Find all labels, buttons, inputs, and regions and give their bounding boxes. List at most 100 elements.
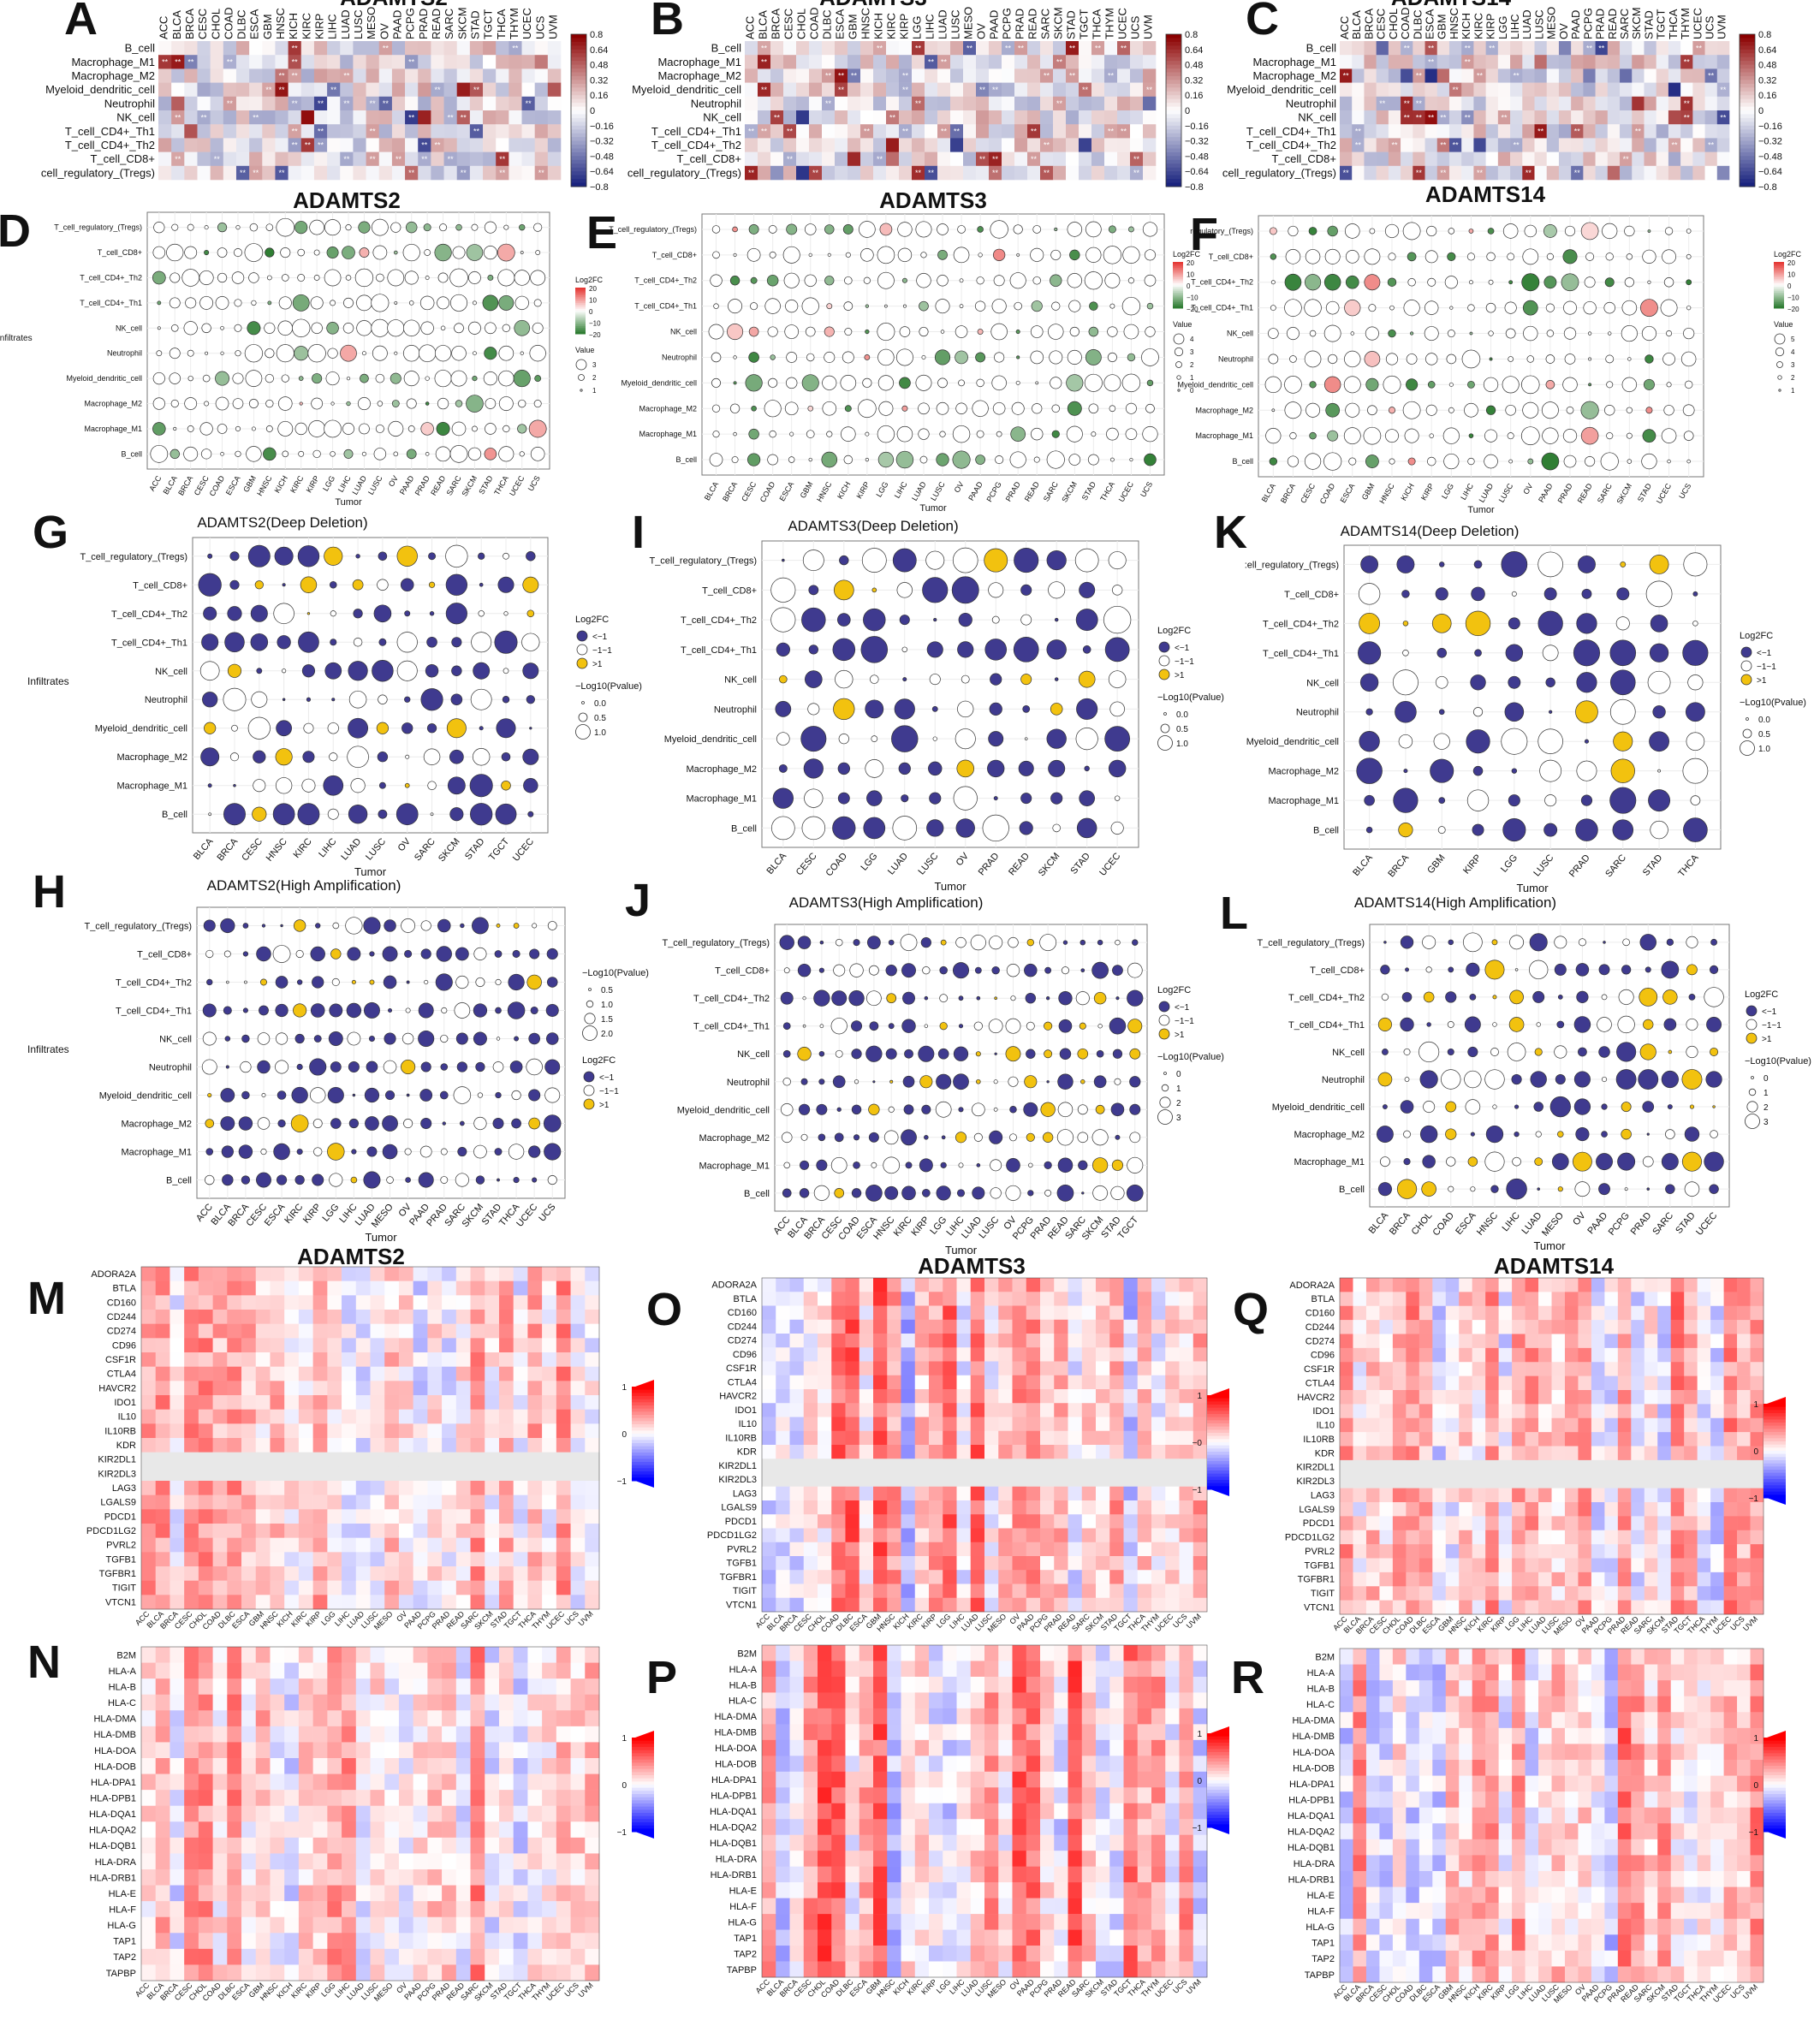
bubble: [1486, 406, 1496, 415]
heat-cell: [1547, 68, 1560, 83]
heat-cell: [1352, 110, 1365, 125]
bubble: [954, 1047, 968, 1061]
heat-cell: [141, 1509, 156, 1524]
bubble: [503, 553, 509, 559]
bubble: [312, 1174, 324, 1185]
heat-cell: [314, 83, 327, 98]
heat-cell: [199, 1352, 213, 1367]
heat-cell: [1040, 1375, 1055, 1390]
heat-cell: [556, 1495, 571, 1510]
bubble: [1378, 1072, 1392, 1086]
heat-cell: [1535, 166, 1548, 181]
bubble: [859, 221, 875, 237]
x-tick-label: OV: [1521, 482, 1534, 496]
heat-cell: [1559, 97, 1572, 111]
heat-cell: [1138, 1278, 1152, 1292]
heat-cell: [1053, 152, 1066, 167]
bubble: [182, 270, 199, 287]
heat-cell: [745, 110, 758, 125]
legend-size-bubble: [1164, 1072, 1167, 1075]
legend-gradient-segment: [575, 332, 586, 335]
heat-cell: [199, 1566, 213, 1581]
heat-cell: [392, 55, 405, 69]
bubble: [985, 639, 1007, 660]
colorbar-segment: [571, 118, 586, 122]
bubble: [435, 370, 451, 386]
bubble: [1310, 330, 1316, 336]
legend-tick: 0.0: [594, 699, 606, 709]
bubble: [248, 545, 270, 567]
heat-cell: [1389, 68, 1401, 83]
heat-cell: [1096, 1306, 1110, 1321]
y-tick-label: T_cell_CD8+: [702, 585, 757, 596]
bubble: [478, 1093, 483, 1098]
heat-cell: [485, 1552, 499, 1566]
bubble: [1643, 430, 1656, 443]
bubble: [185, 397, 197, 409]
bubble: [473, 352, 476, 355]
heat-cell: [1138, 1375, 1152, 1390]
heat-cell: [384, 1509, 399, 1524]
heat-cell: [158, 110, 171, 125]
heat-cell: [241, 1381, 256, 1395]
bubble: [1063, 941, 1068, 945]
heat-cell: [211, 41, 223, 56]
heat-cell: [413, 1509, 428, 1524]
bubble: [990, 221, 1008, 239]
bubble: [233, 399, 243, 409]
heat-cell: [499, 1453, 514, 1467]
significance-mark: **: [979, 86, 986, 94]
heat-cell: [976, 110, 989, 125]
heat-cell: [384, 1395, 399, 1410]
heat-cell: [796, 41, 809, 56]
bubble: [1646, 407, 1652, 413]
bubble: [749, 327, 758, 336]
bubble: [1546, 678, 1555, 687]
bubble: [518, 425, 526, 433]
bubble: [302, 779, 315, 792]
heat-cell: [1002, 138, 1014, 152]
heat-cell: [846, 1306, 860, 1321]
bubble: [533, 223, 541, 231]
heat-cell: [514, 1566, 528, 1581]
bubble: [957, 760, 974, 777]
heat-cell: [427, 1381, 442, 1395]
bubble: [819, 1051, 824, 1056]
heat-cell: [170, 1509, 184, 1524]
heat-cell: [762, 1334, 776, 1348]
heat-cell: [585, 1538, 599, 1553]
heat-cell: [1151, 1292, 1166, 1306]
heat-cell: [571, 1423, 586, 1438]
heat-cell: [571, 1481, 586, 1495]
bubble: [1423, 1101, 1434, 1112]
heat-cell: [957, 1320, 972, 1334]
heat-cell: [456, 1423, 471, 1438]
bubble: [421, 1062, 431, 1072]
bubble: [1687, 460, 1691, 463]
heat-cell: [227, 1481, 241, 1495]
bubble: [153, 372, 165, 384]
heat-cell: [227, 1581, 241, 1595]
bubble: [274, 1144, 290, 1160]
heat-cell: [912, 83, 925, 98]
significance-mark: **: [992, 155, 999, 163]
heat-cell: [199, 1367, 213, 1381]
bubble: [1509, 1017, 1524, 1031]
y-tick-label: B_cell: [166, 1176, 192, 1186]
bubble: [925, 996, 928, 1000]
colorbar-tick: −0.32: [590, 137, 614, 147]
bubble: [1359, 584, 1380, 605]
bubble: [1324, 274, 1341, 290]
bubble: [205, 950, 213, 958]
heat-cell: [522, 41, 535, 56]
heat-cell: [184, 1438, 199, 1453]
bubble: [1075, 549, 1098, 572]
significance-mark: **: [473, 86, 480, 94]
bubble: [974, 1022, 983, 1031]
heat-cell: [405, 138, 418, 152]
bubble: [341, 345, 357, 361]
heat-cell: [1143, 166, 1156, 181]
x-tick-label: OV: [387, 474, 400, 488]
heat-cell: [413, 1381, 428, 1395]
heat-cell: [384, 1566, 399, 1581]
